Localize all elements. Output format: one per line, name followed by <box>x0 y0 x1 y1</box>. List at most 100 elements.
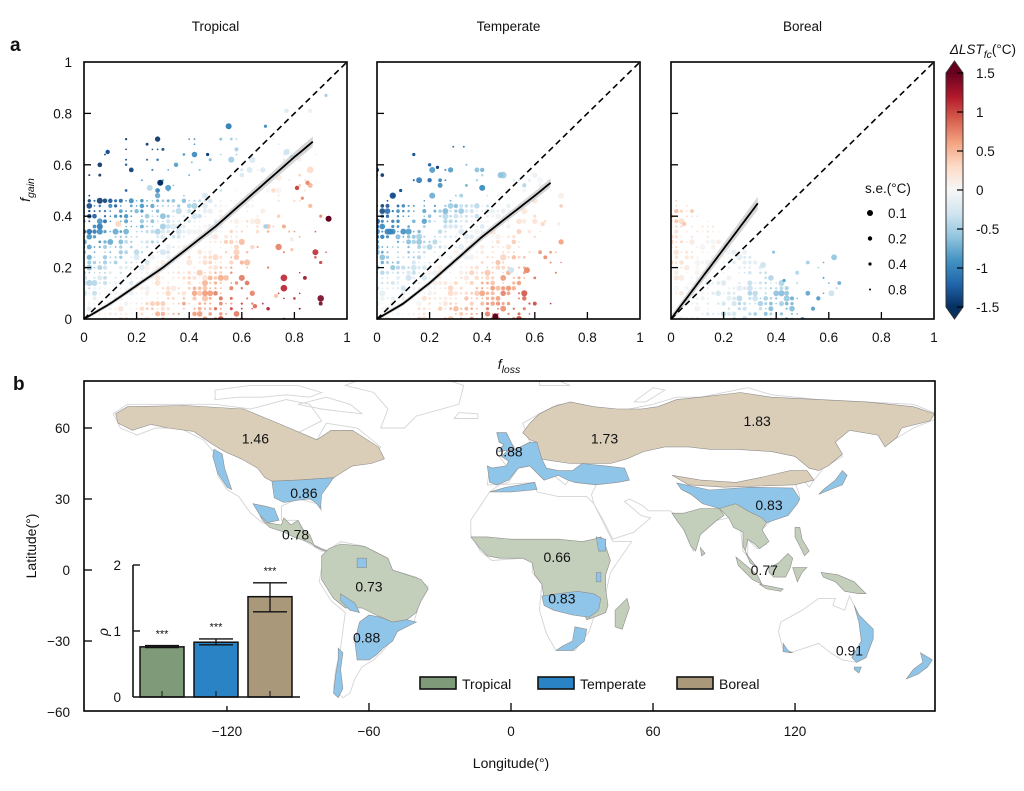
scatter-point <box>778 301 785 307</box>
scatter-point <box>391 224 395 229</box>
scatter-point <box>379 290 386 297</box>
scatter-point <box>182 229 186 234</box>
scatter-point <box>715 290 722 297</box>
scatter-point <box>421 218 427 224</box>
scatter-point <box>486 194 489 197</box>
scatter-point <box>230 256 233 259</box>
scatter-point <box>386 220 389 223</box>
scatter-point <box>418 261 420 264</box>
scatter-point <box>151 210 154 212</box>
scatter-point <box>198 277 201 279</box>
scatter-point <box>176 234 181 239</box>
scatter-point <box>317 295 324 302</box>
scatter-point <box>150 203 155 209</box>
scatter-point <box>228 156 235 163</box>
scatter-point <box>155 188 160 193</box>
size-legend-label: 0.8 <box>888 283 907 298</box>
scatter-point <box>244 280 250 286</box>
scatter-point <box>288 148 290 151</box>
scatter-point <box>282 158 286 161</box>
scatter-point <box>538 250 542 255</box>
scatter-point <box>715 239 721 245</box>
scatter-point <box>260 208 266 214</box>
scatter-points <box>671 200 842 319</box>
scatter-point <box>690 302 694 305</box>
scatter-point <box>433 286 437 290</box>
scatter-point <box>119 214 123 218</box>
scatter-point <box>684 285 690 291</box>
scatter-point <box>390 281 395 285</box>
scatter-point <box>272 225 275 228</box>
scatter-point <box>516 280 522 286</box>
scatter-point <box>92 213 97 219</box>
scatter-point <box>396 260 400 265</box>
scatter-point <box>217 274 224 281</box>
scatter-point <box>449 271 452 274</box>
scatter-point <box>86 228 93 235</box>
scatter-point <box>125 225 127 228</box>
y-tick-label: 0.8 <box>53 106 72 121</box>
scatter-point <box>155 311 161 317</box>
scatter-point <box>220 153 222 156</box>
scatter-point <box>428 297 431 300</box>
scatter-point <box>490 291 495 296</box>
scatter-point <box>454 312 457 315</box>
scatter-point <box>490 280 496 286</box>
scatter-point <box>711 276 715 280</box>
scatter-point <box>381 276 384 279</box>
scatter-point <box>182 301 186 306</box>
scatter-point <box>207 208 213 214</box>
scatter-point <box>397 230 399 233</box>
scatter-point <box>213 307 218 311</box>
scatter-point <box>486 219 489 223</box>
scatter-point <box>417 307 421 311</box>
scatter-point <box>481 210 484 212</box>
scatter-point <box>722 256 725 259</box>
scatter-point <box>427 276 432 280</box>
scatter-point <box>475 297 478 300</box>
scatter-point <box>208 260 213 265</box>
scatter-point <box>412 210 415 212</box>
scatter-point <box>500 254 507 261</box>
scatter-point <box>218 301 223 306</box>
scatter-point <box>764 276 768 280</box>
scatter-point <box>98 204 102 208</box>
scatter-point <box>255 229 260 234</box>
scatter-point <box>775 297 778 300</box>
fit-line <box>83 141 314 320</box>
scatter-point <box>439 235 441 238</box>
scatter-point <box>795 270 800 275</box>
scatter-point <box>282 251 285 254</box>
scatter-point-outlier <box>273 293 279 299</box>
biome-region-tropical-java <box>759 583 784 592</box>
scatter-point <box>731 301 737 307</box>
scatter-point <box>380 270 385 275</box>
region-value-label: 0.86 <box>290 485 317 501</box>
scatter-point <box>486 281 489 285</box>
scatter-point <box>437 182 443 188</box>
scatter-point <box>763 296 769 301</box>
scatter-point <box>114 199 118 203</box>
scatter-point <box>674 219 679 224</box>
scatter-point <box>103 271 107 274</box>
scatter-point <box>172 184 175 187</box>
scatter-point <box>422 265 427 270</box>
scatter-point <box>175 208 182 215</box>
scatter-point <box>140 199 144 203</box>
scatter-point <box>118 305 124 312</box>
scatter-point <box>486 235 489 238</box>
size-legend: s.e.(°C) 0.1 0.2 0.4 0.8 <box>865 181 911 298</box>
scatter-point <box>298 199 301 202</box>
scatter-point <box>214 287 217 290</box>
scatter-point <box>485 275 490 281</box>
scatter-point <box>754 282 757 284</box>
scatter-point <box>475 286 479 290</box>
scatter-point <box>140 240 144 244</box>
scatter-point <box>422 291 426 295</box>
scatter-point <box>135 297 138 300</box>
scatter-point <box>437 306 443 311</box>
scatter-point <box>527 229 532 234</box>
x-axis-label-base: f <box>498 356 504 372</box>
scatter-point <box>522 255 526 259</box>
scatter-point <box>202 280 208 286</box>
